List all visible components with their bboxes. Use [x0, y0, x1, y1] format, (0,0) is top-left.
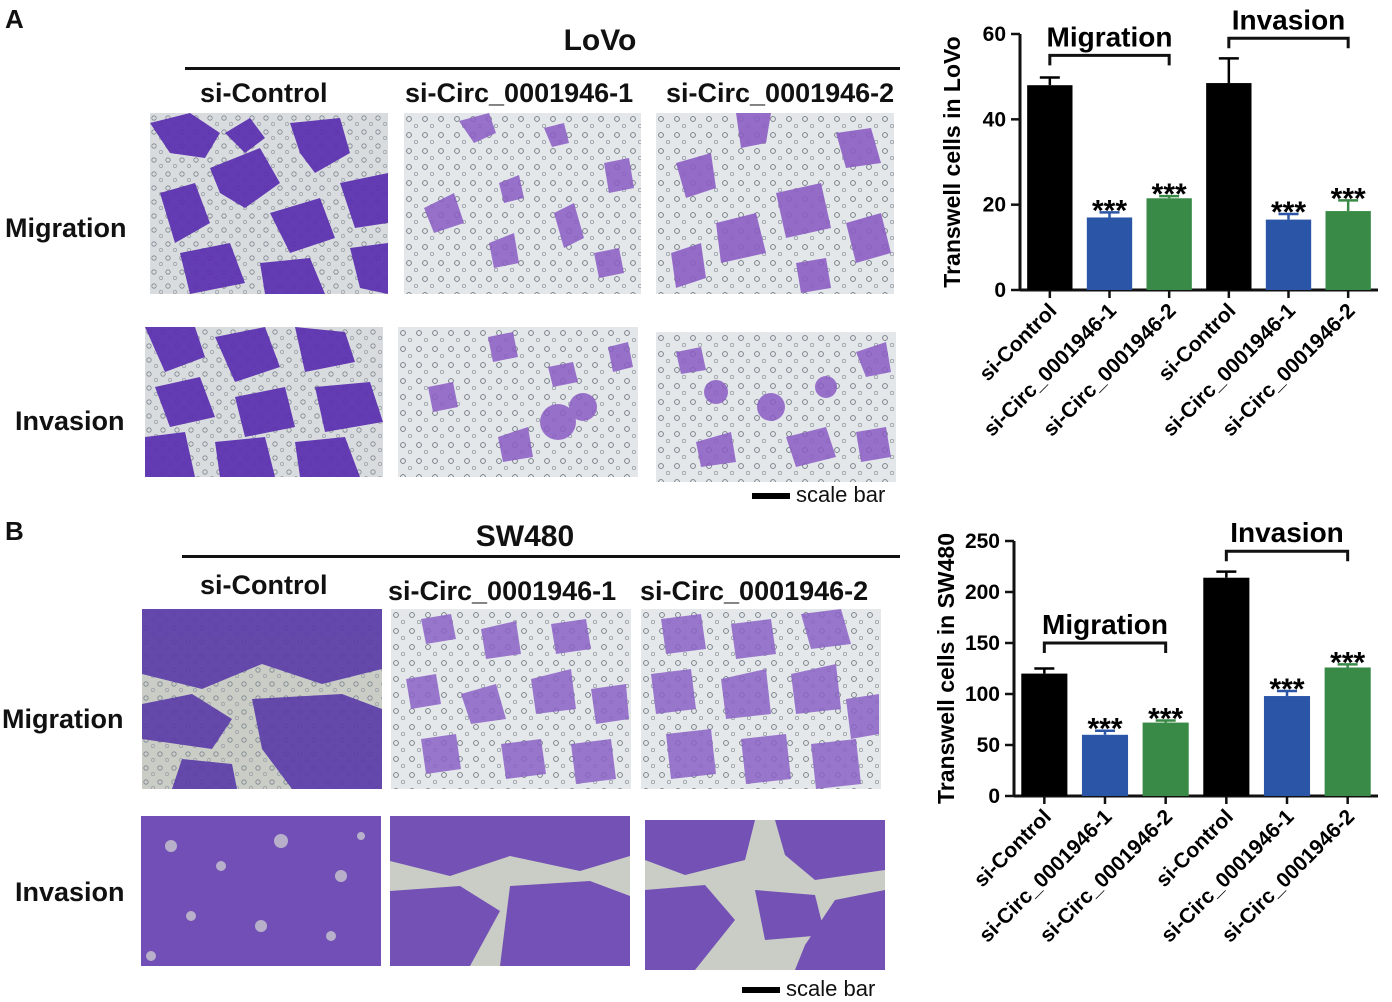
lovo-bar	[1265, 219, 1312, 290]
panel-b-col-label-si2: si-Circ_0001946-2	[640, 576, 869, 606]
micrograph-b-invasion-si2	[645, 820, 885, 970]
lovo-y-axis-label: Transwell cells in LoVo	[939, 36, 965, 287]
sw480-bracket	[1224, 549, 1350, 562]
sw480-bar	[1324, 667, 1371, 796]
panel-a-row-label-invasion: Invasion	[15, 406, 125, 436]
micrograph-a-migration-si2	[656, 113, 894, 294]
micrograph-b-migration-control	[142, 609, 382, 789]
lovo-bracket-label: Migration	[1047, 21, 1173, 52]
panel-b-row-label-invasion: Invasion	[15, 877, 125, 907]
lovo-bracket-label: Invasion	[1232, 4, 1346, 35]
panel-a-col-label-si1: si-Circ_0001946-1	[405, 78, 634, 108]
micrograph-a-invasion-si1	[398, 327, 638, 477]
sw480-significance-label: ***	[1087, 713, 1122, 746]
sw480-y-tick-label: 200	[965, 581, 1000, 604]
lovo-y-tick-label: 60	[983, 23, 1006, 46]
panel-b-col-label-si1: si-Circ_0001946-1	[388, 576, 617, 606]
sw480-bar	[1081, 734, 1129, 796]
sw480-y-tick-label: 0	[988, 785, 1000, 808]
sw480-y-tick-label: 100	[965, 683, 1000, 706]
panel-a-letter: A	[5, 4, 24, 34]
lovo-bar	[1206, 83, 1252, 290]
panel-a-col-label-control: si-Control	[200, 78, 328, 108]
sw480-bracket-label: Migration	[1042, 609, 1168, 640]
lovo-y-tick-label: 20	[983, 194, 1006, 217]
panel-b-scale-label: scale bar	[786, 976, 876, 1001]
lovo-bracket	[1048, 53, 1171, 66]
micrograph-b-invasion-control	[141, 816, 381, 966]
lovo-significance-label: ***	[1152, 178, 1187, 211]
lovo-y-tick-label: 0	[994, 279, 1006, 302]
lovo-bar	[1086, 217, 1133, 290]
sw480-significance-label: ***	[1330, 646, 1365, 679]
lovo-bar	[1146, 198, 1192, 290]
lovo-significance-label: ***	[1092, 194, 1127, 227]
panel-a-scale-bar	[752, 493, 790, 499]
panel-b-title-rule	[182, 555, 900, 558]
micrograph-a-migration-si1	[404, 113, 641, 294]
panel-a-row-label-migration: Migration	[5, 213, 127, 243]
panel-b-row-label-migration: Migration	[2, 704, 124, 734]
micrograph-b-migration-si2	[641, 609, 881, 789]
micrograph-a-migration-control	[150, 113, 388, 294]
lovo-bar	[1027, 85, 1073, 290]
sw480-bar	[1203, 577, 1250, 796]
panel-a-cell-line-title: LoVo	[563, 24, 637, 57]
micrograph-b-invasion-si1	[390, 816, 630, 966]
panel-a-col-label-si2: si-Circ_0001946-2	[666, 78, 895, 108]
sw480-significance-label: ***	[1148, 703, 1183, 736]
panel-a-title-rule	[185, 67, 900, 70]
lovo-y-tick-label: 40	[983, 108, 1006, 131]
lovo-bar	[1325, 211, 1371, 290]
sw480-y-tick-label: 50	[977, 734, 1000, 757]
panel-b-cell-line-title: SW480	[475, 520, 575, 553]
panel-b-scale-bar	[742, 987, 780, 993]
micrograph-a-invasion-control	[145, 327, 383, 477]
sw480-significance-label: ***	[1269, 673, 1304, 706]
lovo-significance-label: ***	[1331, 182, 1366, 215]
micrograph-b-migration-si1	[391, 609, 631, 789]
panel-b-col-label-control: si-Control	[200, 570, 328, 600]
sw480-bar	[1263, 696, 1311, 796]
lovo-significance-label: ***	[1271, 196, 1306, 229]
sw480-bracket-label: Invasion	[1230, 517, 1344, 548]
lovo-bracket	[1227, 36, 1350, 49]
sw480-y-tick-label: 150	[965, 632, 1000, 655]
sw480-y-tick-label: 250	[965, 530, 1000, 553]
panel-b-letter: B	[5, 516, 24, 546]
sw480-bar	[1021, 673, 1068, 796]
panel-a-scale-label: scale bar	[796, 482, 886, 507]
sw480-bracket	[1042, 641, 1168, 653]
sw480-bar	[1142, 722, 1189, 796]
sw480-y-axis-label: Transwell cells in SW480	[933, 533, 959, 804]
micrograph-a-invasion-si2	[656, 332, 896, 482]
